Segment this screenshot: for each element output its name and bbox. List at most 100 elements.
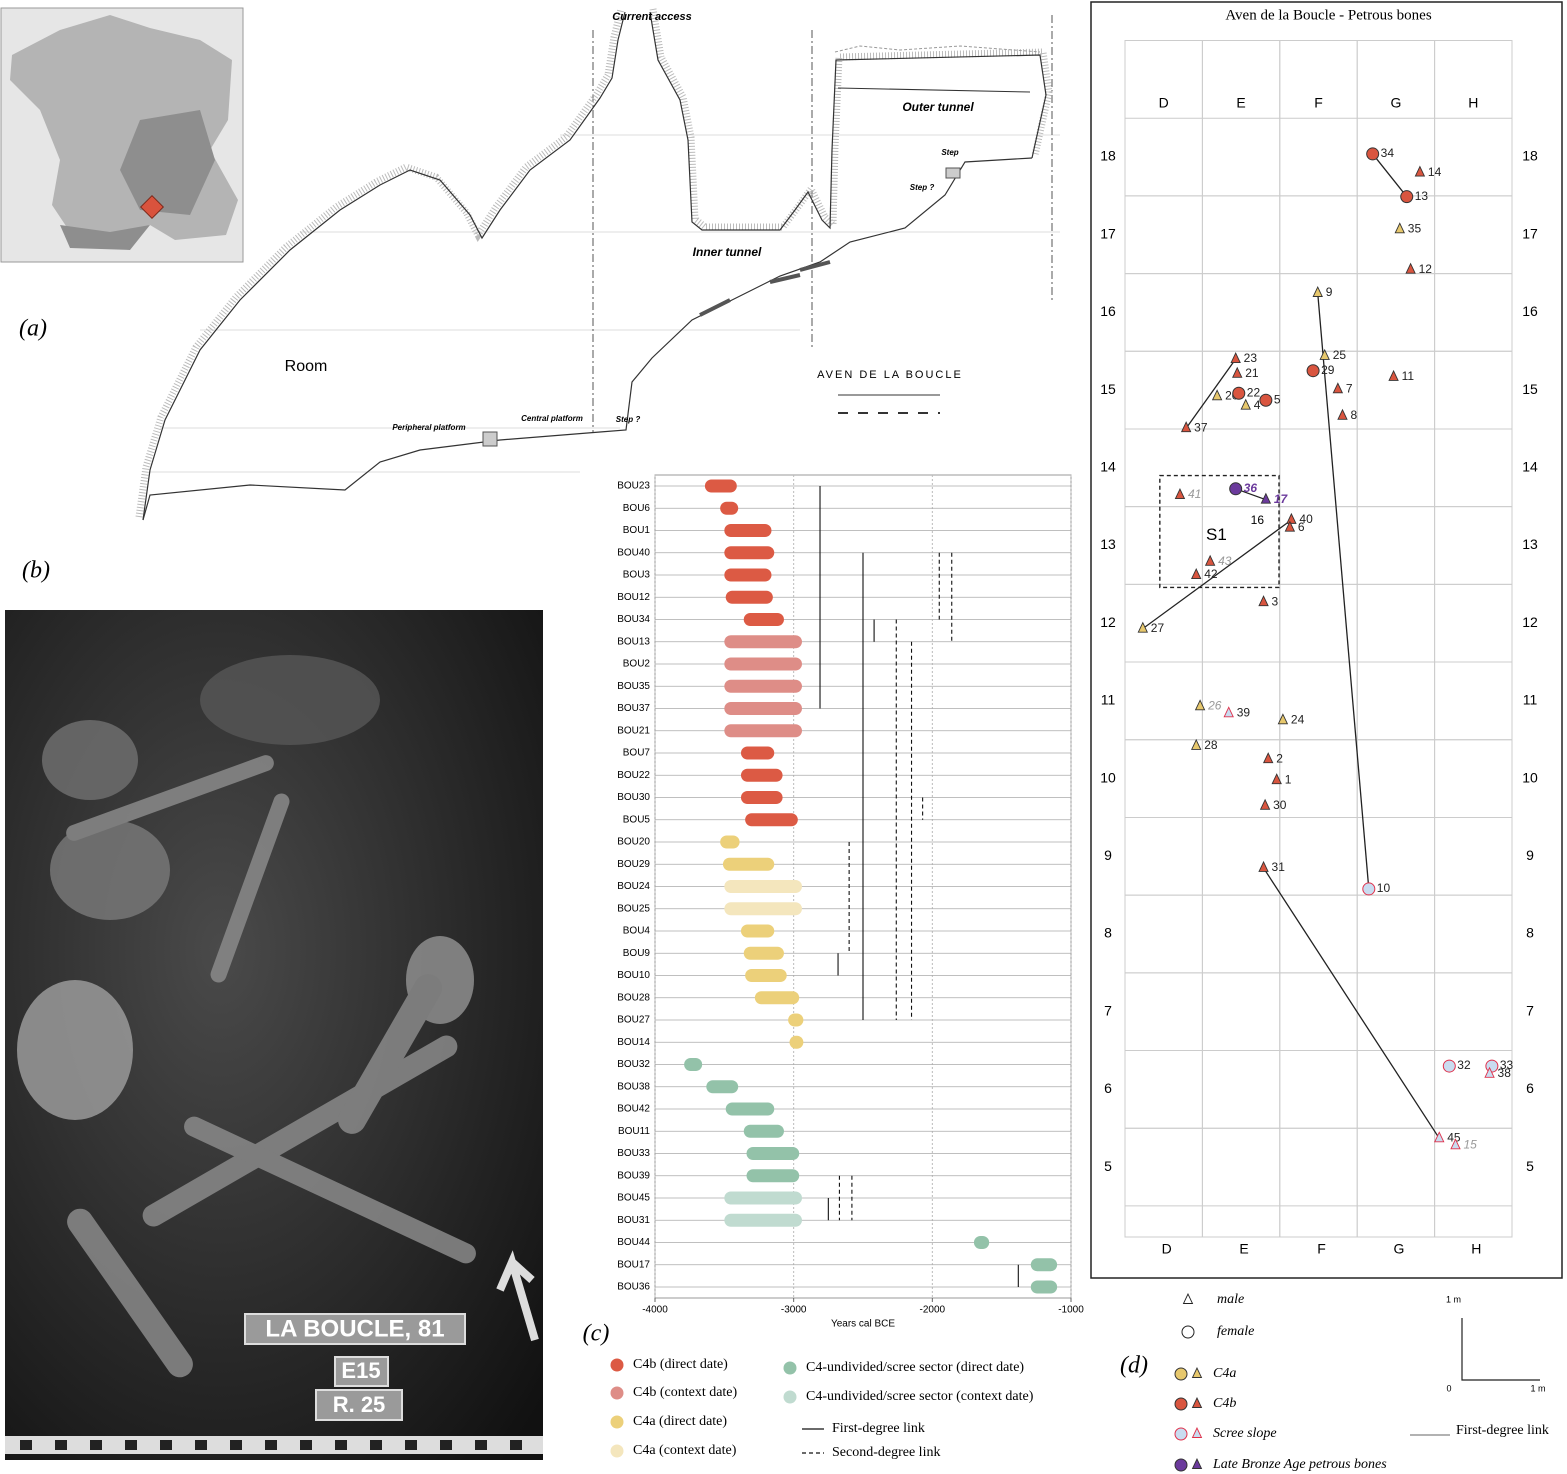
skull — [42, 720, 138, 800]
chart-title: Aven de la Boucle - Petrous bones — [1225, 7, 1432, 23]
point-marker — [1191, 1396, 1203, 1408]
point-marker — [1414, 165, 1426, 177]
y-tick-label: BOU20 — [617, 837, 650, 848]
date-range-bar — [740, 746, 775, 760]
point-label: 31 — [1272, 860, 1286, 874]
y-tick-label: BOU9 — [623, 948, 651, 959]
point-label: 12 — [1419, 262, 1433, 276]
x-tick-label: H — [1471, 1241, 1481, 1257]
date-range-bar — [745, 813, 798, 827]
block — [945, 167, 961, 179]
kinship-link — [1185, 358, 1237, 429]
point-marker — [1211, 389, 1223, 401]
point-marker — [1362, 882, 1376, 896]
point-marker — [1484, 1066, 1495, 1078]
legend-label: female — [1217, 1324, 1254, 1339]
point-label: 28 — [1204, 738, 1218, 752]
relief — [60, 225, 150, 250]
y-tick-label: BOU36 — [617, 1282, 650, 1293]
date-range-bar — [724, 724, 802, 738]
point-label: 40 — [1299, 512, 1313, 526]
y-tick-label: BOU35 — [617, 681, 650, 692]
legend-label: C4a (context date) — [633, 1443, 737, 1458]
point-label: 23 — [1244, 351, 1258, 365]
point-label: 30 — [1273, 798, 1287, 812]
date-range-bar — [754, 991, 800, 1005]
y-tick-label: 10 — [1100, 769, 1116, 785]
section-lines — [150, 134, 1060, 473]
date-range-bar — [789, 1035, 804, 1049]
y-tick-label: BOU24 — [617, 881, 650, 892]
y-tick-label: BOU31 — [617, 1215, 650, 1226]
y-tick-label: BOU34 — [617, 614, 650, 625]
legend-marker — [610, 1444, 624, 1458]
point-marker — [1450, 1138, 1461, 1150]
point-marker — [1174, 1397, 1188, 1411]
date-range-bar — [720, 501, 739, 515]
y-tick-label: 14 — [1522, 459, 1538, 475]
location-map — [0, 7, 244, 263]
point-label: 33 — [1500, 1058, 1514, 1072]
date-range-bar — [724, 679, 802, 693]
point-marker — [1306, 364, 1320, 378]
point-marker — [1405, 262, 1416, 274]
date-range-bar — [684, 1058, 703, 1071]
x-tick-label: E — [1239, 1241, 1248, 1257]
section-label: Step ? — [910, 183, 935, 192]
point-marker — [1191, 1457, 1203, 1469]
section-label: Room — [285, 358, 328, 375]
point-label: 6 — [1298, 520, 1305, 534]
y-tick-label: 16 — [1100, 303, 1116, 319]
y-tick-label: BOU38 — [617, 1081, 650, 1092]
section-label: Step — [941, 148, 958, 157]
legend-label: male — [1217, 1292, 1244, 1307]
point-marker — [1232, 386, 1246, 400]
point-marker — [1137, 621, 1149, 633]
y-tick-label: 15 — [1522, 381, 1538, 397]
x-tick-label: D — [1159, 95, 1169, 111]
date-range-bar — [724, 880, 802, 893]
cave-section — [135, 8, 1060, 521]
point-marker — [1277, 713, 1289, 725]
point-label: 29 — [1321, 363, 1335, 377]
point-marker — [1182, 1292, 1194, 1304]
y-tick-label: 9 — [1104, 847, 1112, 863]
north-arrow — [496, 1250, 539, 1342]
point-marker — [1312, 285, 1323, 297]
point-marker — [1485, 1059, 1499, 1073]
y-tick-label: BOU40 — [617, 547, 650, 558]
date-range-bar — [743, 946, 784, 960]
cave-wall — [649, 11, 1047, 231]
y-tick-label: BOU10 — [617, 970, 650, 981]
bone — [210, 793, 290, 983]
y-tick-label: BOU33 — [617, 1148, 650, 1159]
y-tick-label: 18 — [1522, 148, 1538, 164]
point-label: 5 — [1274, 392, 1281, 406]
y-tick-label: BOU39 — [617, 1170, 650, 1181]
point-marker — [1223, 706, 1234, 718]
y-tick-label: 10 — [1522, 769, 1538, 785]
y-tick-label: BOU28 — [617, 992, 650, 1003]
legend-label: C4-undivided/scree sector (context date) — [806, 1389, 1034, 1404]
y-tick-label: BOU29 — [617, 859, 650, 870]
point-label: 25 — [1333, 348, 1347, 362]
point-label: 1 — [1285, 772, 1292, 786]
point-label: 4 — [1254, 398, 1261, 412]
panel-frame — [1090, 1, 1563, 1279]
plot-frame — [1124, 40, 1513, 1238]
y-tick-label: BOU23 — [617, 481, 650, 492]
y-tick-label: 17 — [1100, 225, 1116, 241]
y-tick-label: BOU12 — [617, 592, 650, 603]
section-label: Peripheral platform — [392, 423, 465, 432]
point-marker — [1181, 1325, 1195, 1339]
date-range-bar — [722, 857, 775, 871]
point-label: 41 — [1188, 487, 1201, 501]
bone — [66, 755, 274, 841]
point-label: 36 — [1244, 481, 1258, 495]
y-tick-label: 12 — [1100, 614, 1116, 630]
y-tick-label: 13 — [1100, 536, 1116, 552]
date-range-bar — [973, 1236, 990, 1249]
y-tick-label: BOU25 — [617, 903, 650, 914]
bone — [67, 1208, 193, 1378]
